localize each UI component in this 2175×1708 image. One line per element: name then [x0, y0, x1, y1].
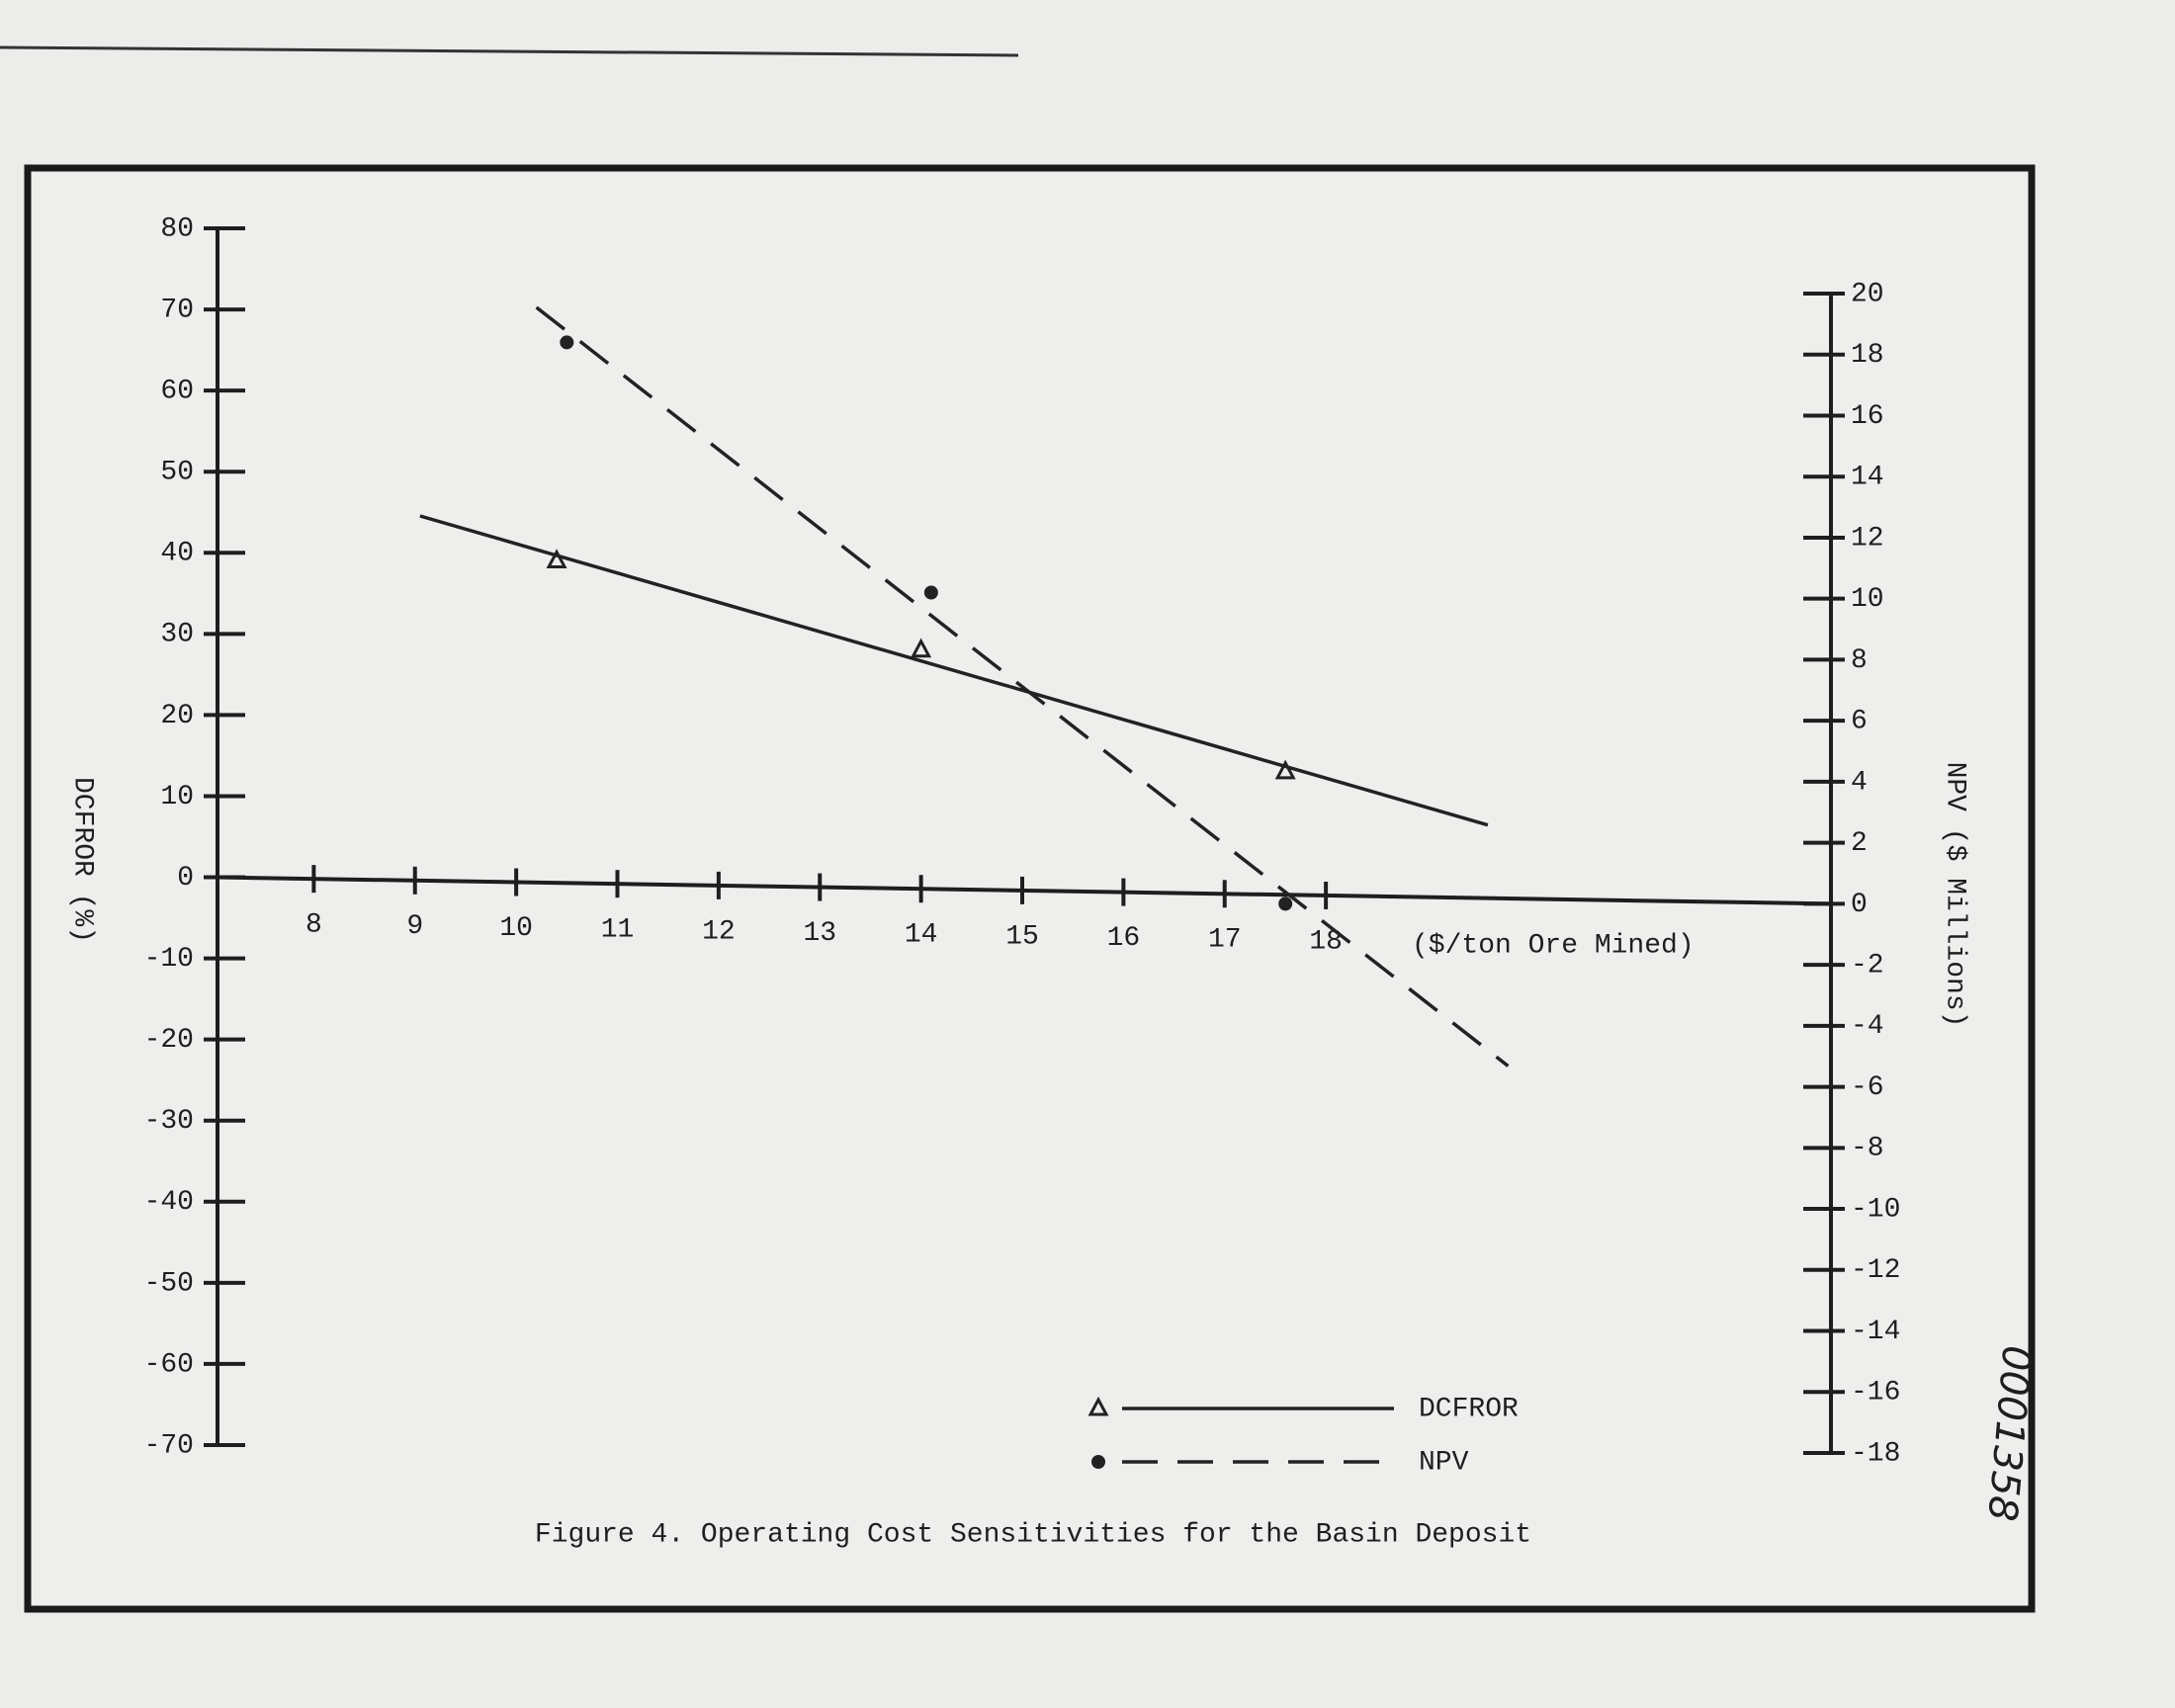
data-point	[1274, 759, 1296, 780]
y2-tick-label: -14	[1851, 1317, 1900, 1347]
y-tick-label: -20	[144, 1025, 194, 1056]
y-tick-label: 50	[160, 458, 194, 488]
y2-tick-label: 18	[1851, 340, 1884, 371]
y2-tick-label: -6	[1851, 1072, 1884, 1103]
y-tick-label: 0	[177, 863, 194, 894]
x-tick-label: 16	[1107, 923, 1141, 954]
y-tick-label: -60	[144, 1349, 194, 1380]
y-tick-label: 30	[160, 620, 194, 650]
y2-tick-label: -12	[1851, 1255, 1900, 1286]
y-tick-label: -30	[144, 1106, 194, 1137]
y2-tick-label: 6	[1851, 707, 1868, 737]
y-tick-label: 40	[160, 539, 194, 569]
data-point	[546, 549, 567, 568]
y-tick-label: -10	[144, 944, 194, 975]
legend-marker	[1088, 1396, 1109, 1416]
y-tick-label: 20	[160, 701, 194, 731]
y-tick-label: -70	[144, 1430, 194, 1461]
y2-tick-label: -10	[1851, 1194, 1900, 1225]
trend-line	[419, 514, 1489, 827]
data-point	[923, 585, 938, 600]
y2-tick-label: 0	[1851, 890, 1868, 920]
x-axis-label: ($/ton Ore Mined)	[1412, 930, 1695, 961]
y-tick-label: 10	[160, 782, 194, 812]
y2-tick-label: -4	[1851, 1011, 1884, 1042]
x-tick-label: 15	[1005, 921, 1039, 952]
caption: Figure 4. Operating Cost Sensitivities f…	[535, 1519, 1531, 1550]
y2-tick-label: 8	[1851, 645, 1868, 676]
y-tick-label: -40	[144, 1187, 194, 1218]
y2-tick-label: 20	[1851, 279, 1884, 309]
y-tick-label: 80	[160, 214, 194, 244]
y2-tick-label: -16	[1851, 1378, 1900, 1409]
y-tick-label: 70	[160, 295, 194, 325]
y2-tick-label: 14	[1851, 463, 1884, 493]
y2-tick-label: -8	[1851, 1134, 1884, 1164]
legend-label: NPV	[1419, 1447, 1469, 1478]
x-tick-label: 12	[702, 916, 736, 947]
legend-marker	[1091, 1455, 1105, 1469]
y2-tick-label: -18	[1851, 1438, 1900, 1469]
x-tick-label: 11	[601, 915, 635, 946]
x-tick-label: 13	[803, 918, 836, 949]
data-point	[911, 638, 932, 658]
y-tick-label: 60	[160, 377, 194, 407]
y-axis-label: DCFROR (%)	[67, 777, 98, 943]
y2-tick-label: 2	[1851, 828, 1868, 859]
x-tick-label: 17	[1208, 925, 1242, 956]
y2-tick-label: -2	[1851, 950, 1884, 981]
trend-line	[535, 305, 1510, 1068]
x-tick-label: 10	[499, 913, 533, 944]
y2-tick-label: 12	[1851, 523, 1884, 554]
legend-label: DCFROR	[1419, 1394, 1519, 1424]
x-tick-label: 8	[305, 910, 322, 941]
data-point	[1278, 897, 1293, 911]
frame	[24, 164, 2036, 1613]
y2-tick-label: 16	[1851, 401, 1884, 432]
y2-tick-label: 4	[1851, 767, 1868, 798]
x-tick-label: 14	[905, 920, 938, 951]
x-tick-label: 9	[406, 911, 423, 942]
y2-tick-label: 10	[1851, 584, 1884, 615]
y-tick-label: -50	[144, 1268, 194, 1299]
page-edge	[0, 45, 1019, 57]
y2-axis-label: NPV ($ Millions)	[1940, 762, 1970, 1028]
data-point	[560, 335, 574, 350]
